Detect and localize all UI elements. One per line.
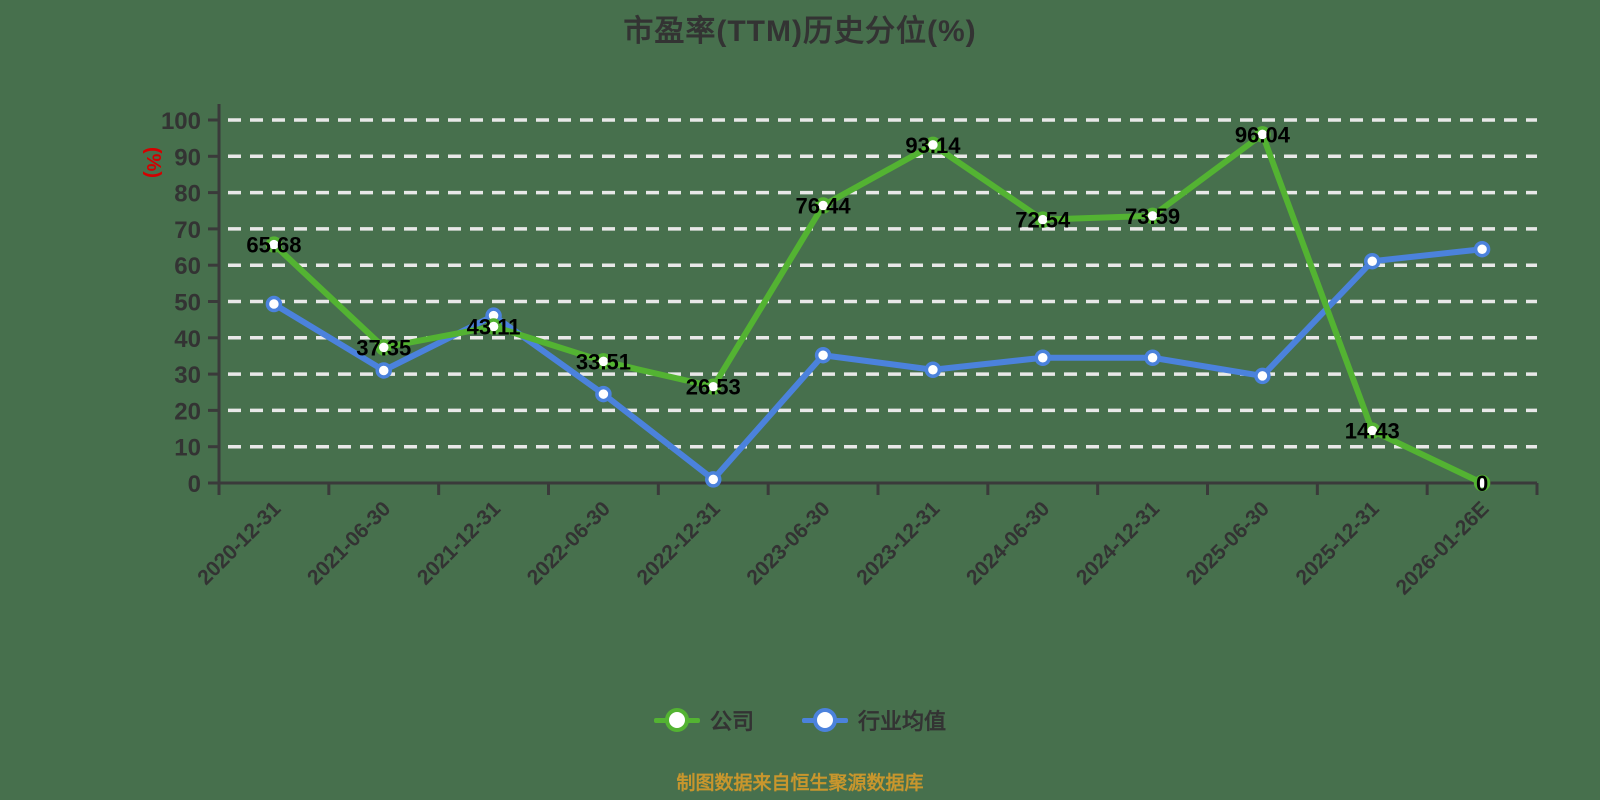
industry-average-point — [1254, 367, 1271, 385]
legend-item-industry-average[interactable]: 行业均值 — [802, 704, 946, 736]
company-point — [265, 236, 283, 253]
y-tick-label: 60 — [174, 253, 201, 280]
industry-average-point — [265, 295, 283, 313]
company-point — [705, 378, 722, 395]
industry-average-point — [814, 346, 832, 364]
x-tick-label: 2025-06-30 — [1182, 497, 1274, 589]
company-value-label: 65.68 — [246, 233, 301, 258]
industry-average-point — [1364, 252, 1381, 270]
x-tick-label: 2021-12-31 — [413, 497, 505, 589]
company-value-label: 93.14 — [905, 133, 961, 158]
x-tick-label: 2025-12-31 — [1292, 497, 1384, 589]
legend-label-company: 公司 — [709, 709, 754, 734]
legend-label-industry: 行业均值 — [858, 709, 947, 734]
company-value-label: 0 — [1476, 471, 1488, 496]
x-tick-label: 2024-12-31 — [1072, 497, 1164, 589]
y-tick-label: 0 — [188, 471, 201, 498]
x-tick-label: 2023-12-31 — [852, 497, 944, 589]
data-source-note: 制图数据来自恒生聚源数据库 — [676, 773, 924, 794]
industry-average-point — [1034, 349, 1051, 367]
y-tick-label: 80 — [174, 181, 201, 208]
y-tick-label: 30 — [174, 362, 201, 389]
industry-average-point — [705, 471, 722, 488]
company-value-label: 76.44 — [796, 194, 852, 219]
company-value-label: 73.59 — [1125, 204, 1180, 229]
industry-average-line — [270, 246, 1486, 483]
company-point — [375, 339, 392, 356]
company-point — [1254, 126, 1271, 143]
y-tick-label: 70 — [174, 217, 201, 244]
industry-average-point — [1144, 349, 1161, 367]
x-tick-label: 2024-06-30 — [962, 497, 1054, 589]
company-point — [814, 197, 832, 214]
company-value-label: 37.35 — [356, 335, 411, 360]
company-value-label: 43.11 — [467, 315, 521, 340]
company-point — [485, 318, 502, 335]
industry-average-point — [595, 385, 612, 403]
x-tick-label: 2026-01-26E — [1391, 497, 1493, 599]
y-tick-label: 90 — [174, 144, 201, 171]
y-tick-label: 20 — [174, 398, 201, 425]
company-value-label: 33.51 — [576, 349, 631, 374]
x-tick-label: 2021-06-30 — [303, 497, 395, 589]
industry-average-point — [375, 362, 392, 379]
y-tick-label: 50 — [174, 290, 201, 317]
company-line — [270, 131, 1486, 486]
company-point — [1144, 207, 1161, 225]
y-tick-label: 100 — [161, 108, 201, 135]
company-point — [1364, 422, 1381, 439]
y-tick-label: 40 — [174, 326, 201, 353]
company-value-label: 96.04 — [1235, 122, 1291, 147]
legend-dot-company — [664, 708, 689, 732]
x-tick-label: 2022-06-30 — [523, 497, 615, 589]
company-point — [595, 353, 612, 370]
industry-average-point — [1473, 240, 1491, 258]
company-point — [1473, 474, 1491, 492]
chart-title: 市盈率(TTM)历史分位(%) — [623, 15, 977, 48]
company-value-label: 14.43 — [1345, 419, 1400, 444]
company-value-label: 72.54 — [1015, 208, 1071, 233]
industry-average-point — [924, 361, 942, 378]
x-tick-label: 2022-12-31 — [633, 497, 725, 589]
x-tick-label: 2020-12-31 — [193, 497, 285, 589]
company-point — [1034, 211, 1051, 228]
company-line-marker-icon — [653, 708, 700, 732]
company-point — [924, 136, 942, 154]
y-tick-label: 10 — [174, 435, 201, 462]
company-value-label: 26.53 — [686, 375, 741, 400]
x-tick-label: 2023-06-30 — [742, 497, 834, 589]
legend: 公司 行业均值 — [0, 704, 1600, 736]
industry-line-marker-icon — [802, 708, 848, 732]
legend-item-company[interactable]: 公司 — [653, 704, 754, 736]
legend-dot-industry — [813, 708, 837, 732]
